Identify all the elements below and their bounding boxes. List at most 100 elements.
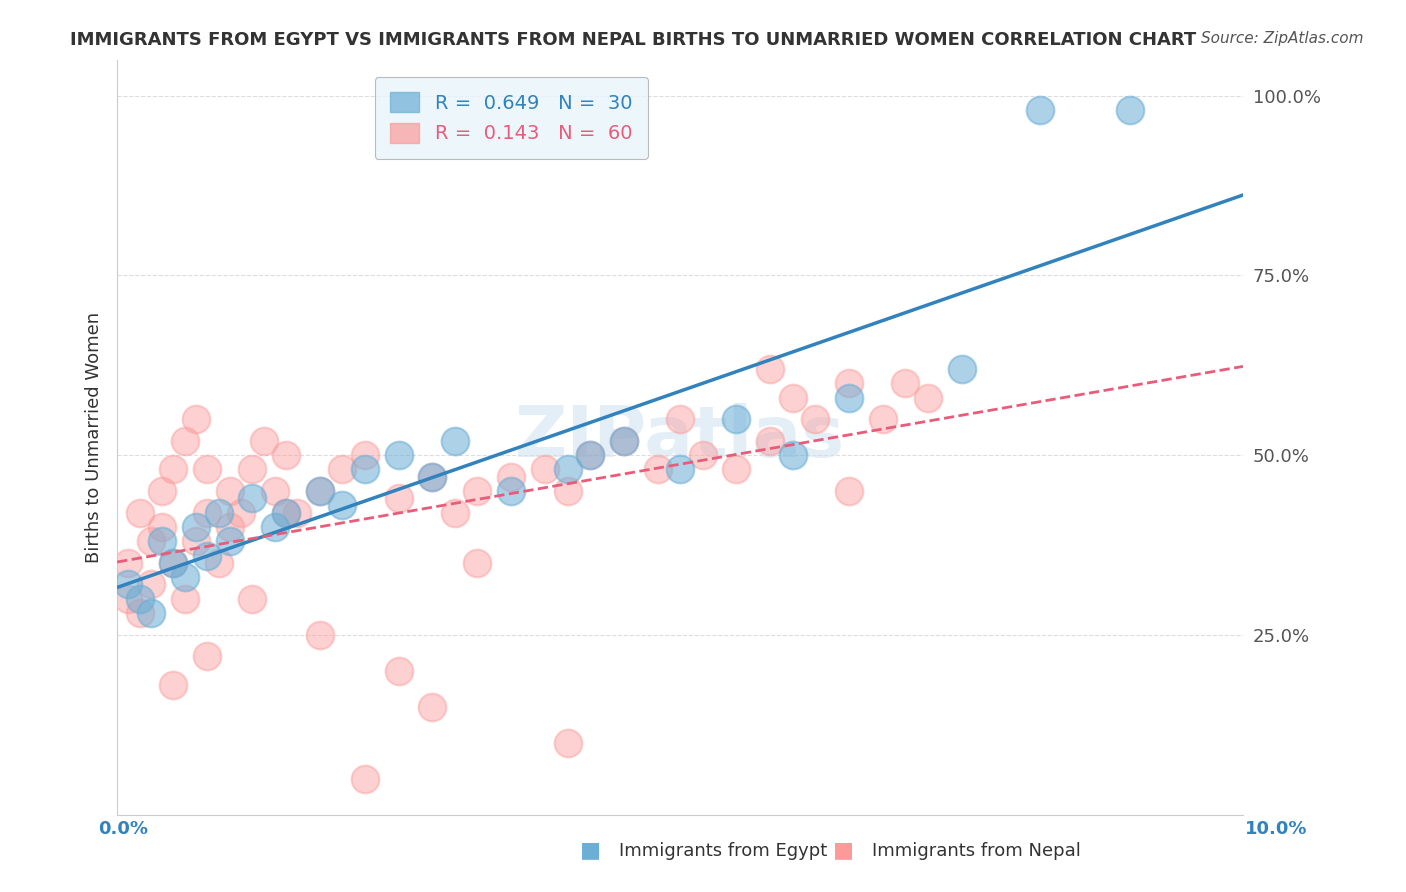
Point <box>1119 103 1142 117</box>
Text: 0.0%: 0.0% <box>98 820 149 838</box>
Y-axis label: Births to Unmarried Women: Births to Unmarried Women <box>86 311 103 563</box>
Point <box>162 678 184 692</box>
Legend: R =  0.649   N =  30, R =  0.143   N =  60: R = 0.649 N = 30, R = 0.143 N = 60 <box>374 77 648 159</box>
Point <box>782 448 804 462</box>
Point <box>759 434 782 448</box>
Point <box>128 506 150 520</box>
Point <box>308 628 330 642</box>
Point <box>725 462 748 476</box>
Text: ZIPatlas: ZIPatlas <box>515 402 845 472</box>
Point <box>207 556 229 570</box>
Point <box>725 412 748 426</box>
Point <box>117 577 139 591</box>
Point <box>308 483 330 498</box>
Point <box>184 520 207 534</box>
Text: 10.0%: 10.0% <box>1246 820 1308 838</box>
Point <box>467 556 489 570</box>
Point <box>195 462 218 476</box>
Point <box>128 606 150 620</box>
Point <box>229 506 252 520</box>
Point <box>388 664 411 678</box>
Point <box>647 462 669 476</box>
Point <box>139 534 162 549</box>
Point <box>150 534 173 549</box>
Point <box>388 491 411 506</box>
Point <box>1029 103 1052 117</box>
Point <box>240 591 263 606</box>
Point <box>117 556 139 570</box>
Point <box>128 591 150 606</box>
Point <box>139 606 162 620</box>
Point <box>534 462 557 476</box>
Point <box>274 506 297 520</box>
Point <box>218 483 240 498</box>
Point <box>195 649 218 664</box>
Point <box>354 772 377 786</box>
Text: ■: ■ <box>581 840 600 860</box>
Point <box>308 483 330 498</box>
Point <box>263 520 285 534</box>
Point <box>330 462 353 476</box>
Point <box>838 391 860 405</box>
Point <box>444 506 467 520</box>
Point <box>669 462 692 476</box>
Point <box>950 361 973 376</box>
Point <box>354 448 377 462</box>
Point <box>557 483 579 498</box>
Text: IMMIGRANTS FROM EGYPT VS IMMIGRANTS FROM NEPAL BIRTHS TO UNMARRIED WOMEN CORRELA: IMMIGRANTS FROM EGYPT VS IMMIGRANTS FROM… <box>70 31 1197 49</box>
Point <box>207 506 229 520</box>
Point <box>184 412 207 426</box>
Point <box>804 412 827 426</box>
Point <box>285 506 308 520</box>
Point <box>669 412 692 426</box>
Point <box>162 462 184 476</box>
Text: Immigrants from Egypt: Immigrants from Egypt <box>619 842 827 860</box>
Point <box>501 469 523 483</box>
Point <box>613 434 636 448</box>
Point <box>422 469 444 483</box>
Point <box>150 520 173 534</box>
Point <box>354 462 377 476</box>
Point <box>894 376 917 391</box>
Point <box>240 491 263 506</box>
Point <box>117 591 139 606</box>
Point <box>579 448 602 462</box>
Point <box>218 534 240 549</box>
Point <box>330 499 353 513</box>
Point <box>173 570 195 584</box>
Point <box>782 391 804 405</box>
Point <box>872 412 894 426</box>
Point <box>240 462 263 476</box>
Point <box>467 483 489 498</box>
Point <box>162 556 184 570</box>
Point <box>173 591 195 606</box>
Point <box>162 556 184 570</box>
Point <box>759 361 782 376</box>
Point <box>579 448 602 462</box>
Point <box>444 434 467 448</box>
Point <box>150 483 173 498</box>
Text: ■: ■ <box>834 840 853 860</box>
Point <box>917 391 939 405</box>
Point <box>263 483 285 498</box>
Point <box>184 534 207 549</box>
Point <box>274 448 297 462</box>
Point <box>173 434 195 448</box>
Text: Source: ZipAtlas.com: Source: ZipAtlas.com <box>1201 31 1364 46</box>
Point <box>422 699 444 714</box>
Point <box>274 506 297 520</box>
Text: Immigrants from Nepal: Immigrants from Nepal <box>872 842 1081 860</box>
Point <box>139 577 162 591</box>
Point <box>692 448 714 462</box>
Point <box>195 506 218 520</box>
Point <box>501 483 523 498</box>
Point <box>838 376 860 391</box>
Point <box>422 469 444 483</box>
Point <box>613 434 636 448</box>
Point <box>557 736 579 750</box>
Point <box>557 462 579 476</box>
Point <box>388 448 411 462</box>
Point <box>838 483 860 498</box>
Point <box>252 434 274 448</box>
Point <box>195 549 218 563</box>
